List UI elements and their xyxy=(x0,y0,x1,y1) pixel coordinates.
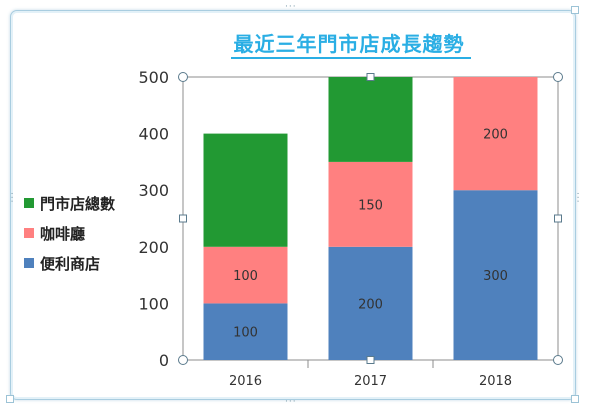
legend-item: 咖啡廳 xyxy=(24,218,115,248)
bar-segment xyxy=(203,303,288,360)
frame-corner-handle[interactable] xyxy=(571,6,579,14)
plot-resize-handle[interactable] xyxy=(178,72,188,82)
y-tick-label: 500 xyxy=(138,68,169,87)
frame-resize-grip-bottom[interactable]: ··· xyxy=(285,397,297,407)
bar-segment xyxy=(328,246,413,360)
legend-swatch xyxy=(24,228,34,238)
plot-resize-handle[interactable] xyxy=(366,73,375,81)
legend-label: 咖啡廳 xyxy=(40,224,86,243)
frame-corner-handle[interactable] xyxy=(571,395,579,403)
plot-resize-handle[interactable] xyxy=(178,355,188,365)
bar-segment xyxy=(203,246,288,304)
legend-label: 門市店總數 xyxy=(40,194,116,213)
bar-segment xyxy=(328,161,413,247)
frame-resize-grip-top[interactable]: ··· xyxy=(285,2,297,12)
y-tick-label: 0 xyxy=(159,351,169,370)
data-label: 300 xyxy=(483,269,508,284)
plot-resize-handle[interactable] xyxy=(554,214,562,223)
bar-segment xyxy=(453,77,538,191)
data-label: 100 xyxy=(233,269,258,284)
data-label: 100 xyxy=(233,326,258,341)
bar-segment xyxy=(328,77,413,162)
legend: 門市店總數 咖啡廳 便利商店 xyxy=(24,188,115,278)
plot-resize-handle[interactable] xyxy=(179,214,187,223)
y-tick-label: 300 xyxy=(138,181,169,200)
bar-segment xyxy=(203,133,288,247)
data-label: 150 xyxy=(358,198,383,213)
data-label: 200 xyxy=(483,128,508,143)
legend-item: 便利商店 xyxy=(24,248,115,278)
x-tick-label: 2016 xyxy=(229,374,262,389)
chart-title-underline xyxy=(231,57,471,59)
frame-resize-grip-left[interactable]: ··· xyxy=(6,192,16,204)
data-label: 200 xyxy=(358,297,383,312)
y-tick-label: 400 xyxy=(138,125,169,144)
legend-label: 便利商店 xyxy=(40,254,101,273)
plot-resize-handle[interactable] xyxy=(553,72,563,82)
chart-title: 最近三年門市店成長趨勢 xyxy=(233,32,465,56)
legend-swatch xyxy=(24,258,34,268)
legend-item: 門市店總數 xyxy=(24,188,115,218)
x-tick-label: 2017 xyxy=(354,374,387,389)
bar-segment xyxy=(453,190,538,360)
plot-resize-handle[interactable] xyxy=(553,355,563,365)
frame-corner-handle[interactable] xyxy=(6,395,14,403)
legend-swatch xyxy=(24,198,34,208)
frame-resize-grip-right[interactable]: ··· xyxy=(572,192,582,204)
plot-resize-handle[interactable] xyxy=(366,356,375,364)
y-tick-label: 200 xyxy=(138,238,169,257)
y-tick-label: 100 xyxy=(138,294,169,313)
x-tick-label: 2018 xyxy=(479,374,512,389)
